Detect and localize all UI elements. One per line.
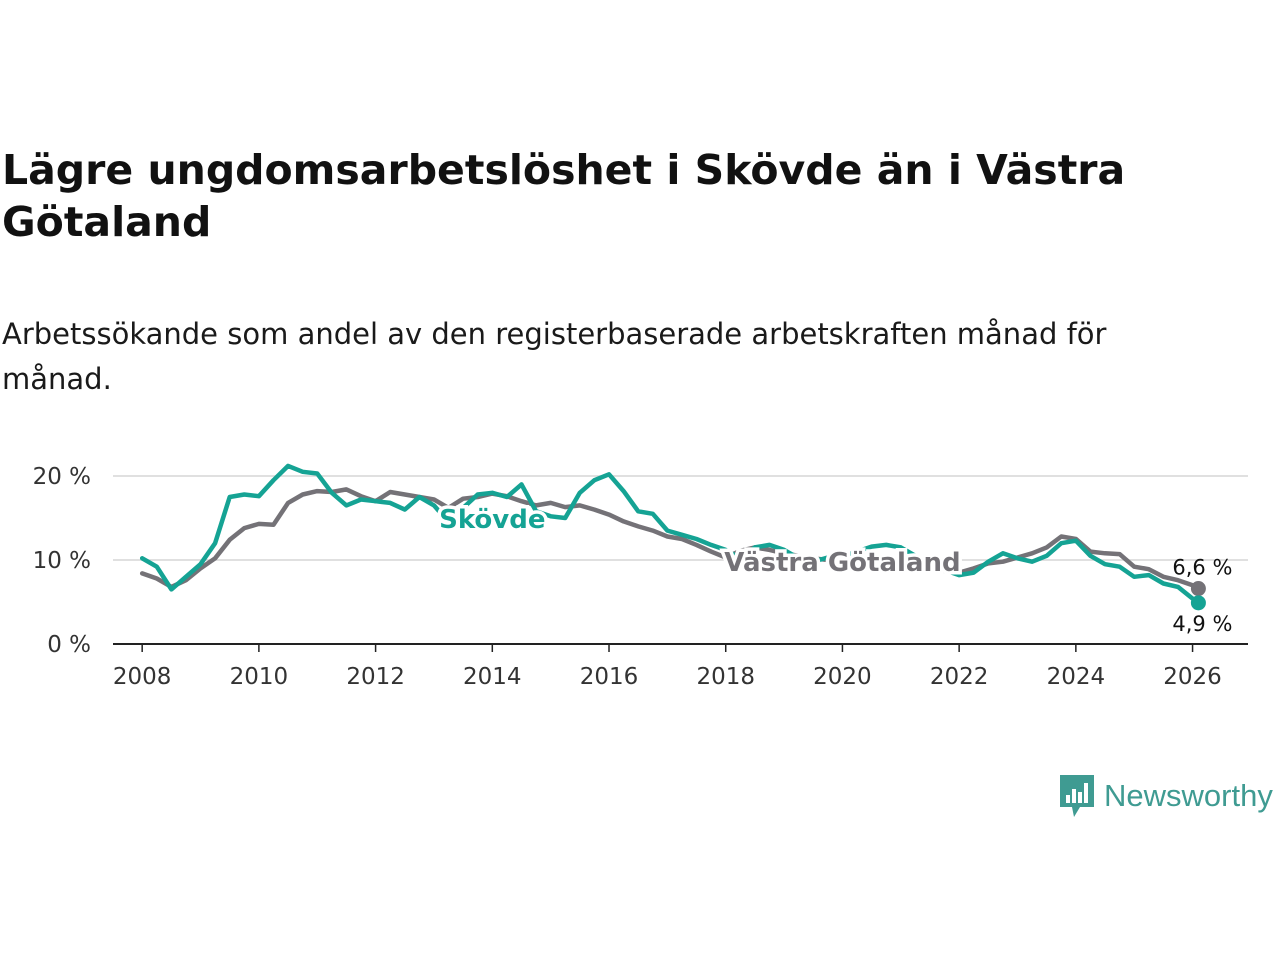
x-tick-label: 2014 xyxy=(463,664,522,690)
series-end-label: 4,9 % xyxy=(1172,612,1232,636)
series-labels: 6,6 % 4,9 % Skövde Västra Götaland xyxy=(436,502,1233,636)
chart-subtitle: Arbetssökande som andel av den registerb… xyxy=(2,317,1107,396)
x-axis-ticks: 2008 2010 2012 2014 2016 2018 2020 2022 2024 2026 xyxy=(113,644,1222,690)
series-end-point xyxy=(1190,595,1206,611)
series-name-label: Västra Götaland xyxy=(724,548,960,578)
y-axis-ticks: 0 % 10 % 20 % xyxy=(33,464,91,658)
y-tick-label: 10 % xyxy=(33,548,91,574)
y-tick-label: 0 % xyxy=(47,632,91,658)
series-line-skovde xyxy=(139,463,1201,606)
chart-title: Lägre ungdomsarbetslöshet i Skövde än i … xyxy=(2,146,1126,246)
y-tick-label: 20 % xyxy=(33,464,91,490)
x-tick-label: 2012 xyxy=(346,664,405,690)
x-tick-label: 2010 xyxy=(230,664,289,690)
x-tick-label: 2024 xyxy=(1047,664,1106,690)
x-tick-label: 2020 xyxy=(813,664,872,690)
series-lines xyxy=(139,463,1206,611)
x-tick-label: 2016 xyxy=(580,664,639,690)
series-end-point xyxy=(1190,581,1206,597)
x-tick-label: 2022 xyxy=(930,664,989,690)
newsworthy-logo-icon xyxy=(1060,775,1094,817)
series-end-label: 6,6 % xyxy=(1172,556,1232,580)
brand-name: Newsworthy xyxy=(1104,778,1273,813)
series-line-vastra-gotaland xyxy=(139,487,1201,591)
x-tick-label: 2008 xyxy=(113,664,172,690)
x-tick-label: 2026 xyxy=(1163,664,1222,690)
series-name-label: Skövde xyxy=(439,505,545,535)
newsworthy-logo: Newsworthy xyxy=(1058,772,1273,820)
line-chart: 0 % 10 % 20 % 2008 2010 2012 2014 2016 2018 2020… xyxy=(33,463,1248,690)
x-tick-label: 2018 xyxy=(696,664,755,690)
grid-lines xyxy=(113,475,1248,645)
